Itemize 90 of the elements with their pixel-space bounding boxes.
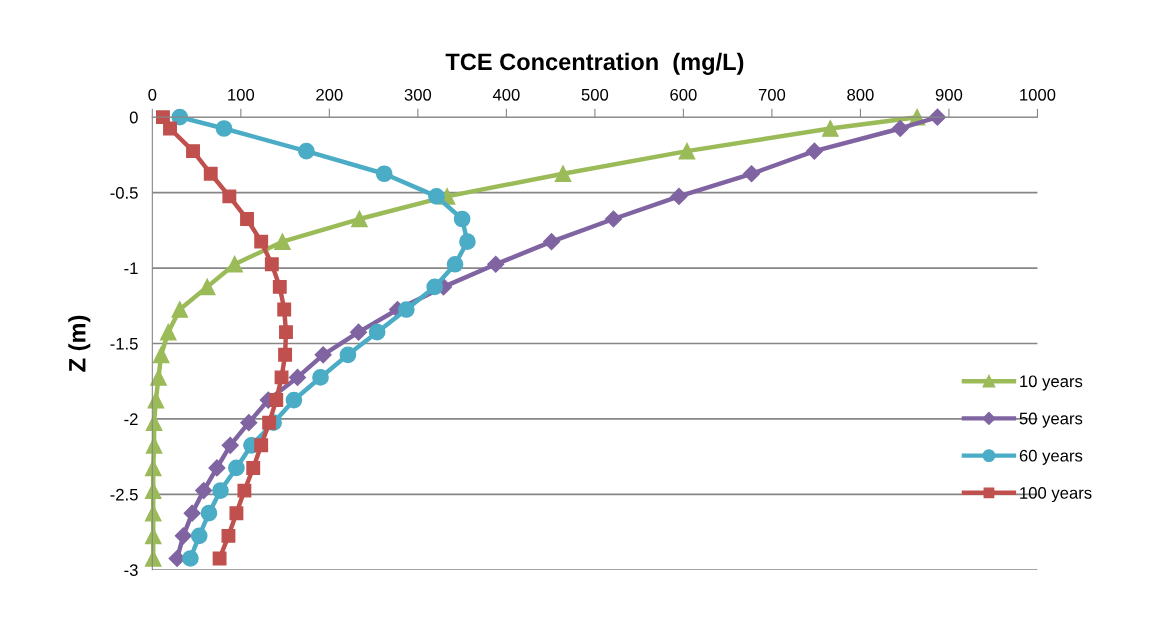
point xyxy=(274,233,291,250)
point xyxy=(171,301,189,318)
point xyxy=(221,436,239,454)
point xyxy=(222,189,237,204)
x-tick-label: 900 xyxy=(935,88,963,101)
x-tick-label: 500 xyxy=(581,88,609,101)
point xyxy=(368,323,386,341)
point xyxy=(375,165,393,183)
point xyxy=(264,257,279,272)
x-tick-label: 0 xyxy=(148,88,157,101)
point xyxy=(182,550,199,567)
y-tick-label: -1 xyxy=(124,262,138,275)
point xyxy=(426,278,444,296)
point xyxy=(339,346,357,364)
point xyxy=(152,346,170,364)
point xyxy=(428,188,445,205)
legend-label: 60 years xyxy=(1019,449,1083,465)
point xyxy=(190,527,208,545)
point xyxy=(398,301,415,318)
point xyxy=(285,391,303,409)
point xyxy=(670,187,688,205)
x-tick-label: 400 xyxy=(492,88,520,101)
point xyxy=(237,483,252,498)
point xyxy=(226,255,243,273)
point xyxy=(183,504,201,522)
y-tick-label: -3 xyxy=(124,564,138,576)
point xyxy=(212,551,227,566)
point xyxy=(159,323,177,341)
x-tick-label: 100 xyxy=(228,88,255,101)
point xyxy=(821,120,839,137)
y-tick-label: -2.5 xyxy=(110,488,138,501)
point xyxy=(198,278,216,296)
point xyxy=(446,255,464,273)
x-tick-label: 1000 xyxy=(1020,88,1056,101)
legend-label: 10 years xyxy=(1020,375,1083,391)
point xyxy=(542,233,561,251)
point xyxy=(891,119,909,138)
point xyxy=(254,234,269,249)
x-tick-label: 800 xyxy=(847,88,874,101)
point xyxy=(229,506,244,521)
point xyxy=(262,415,277,430)
point xyxy=(350,323,368,341)
point xyxy=(203,166,218,181)
point xyxy=(274,370,289,385)
point xyxy=(150,369,167,386)
y-tick-label: 0 xyxy=(129,111,138,124)
x-tick-label: 700 xyxy=(758,88,786,101)
x-tick-label: 300 xyxy=(404,88,432,101)
point xyxy=(272,279,287,294)
chart-title: TCE Concentration (mg/L) xyxy=(445,52,744,75)
y-axis-title: Z (m) xyxy=(68,315,91,372)
point xyxy=(186,144,200,159)
legend-label: 50 years xyxy=(1019,412,1083,428)
point xyxy=(200,504,218,522)
point xyxy=(604,210,623,228)
x-tick-label: 200 xyxy=(316,88,343,101)
point xyxy=(312,369,329,386)
point xyxy=(208,459,226,477)
point xyxy=(277,302,292,317)
point xyxy=(246,460,261,475)
legend-label: 100 years xyxy=(1020,487,1092,503)
point xyxy=(278,347,293,362)
point xyxy=(459,233,476,250)
point xyxy=(678,142,696,160)
point xyxy=(195,482,213,500)
point xyxy=(453,210,471,228)
point xyxy=(487,255,505,273)
point xyxy=(163,121,177,136)
y-tick-label: -2 xyxy=(124,413,138,425)
point xyxy=(254,438,269,453)
point xyxy=(314,346,332,364)
point xyxy=(743,165,761,183)
y-tick-label: -1.5 xyxy=(110,338,138,350)
point xyxy=(240,414,258,432)
point xyxy=(351,210,368,228)
y-tick-label: -0.5 xyxy=(110,187,138,199)
point xyxy=(240,212,254,226)
x-tick-label: 600 xyxy=(670,88,697,101)
point xyxy=(298,142,315,160)
point xyxy=(228,459,245,477)
point xyxy=(221,528,236,543)
point xyxy=(554,165,572,183)
point xyxy=(288,368,307,386)
point xyxy=(269,393,284,408)
point xyxy=(279,325,293,340)
point xyxy=(805,142,823,160)
point xyxy=(215,120,233,137)
point xyxy=(212,482,229,499)
point xyxy=(928,108,946,126)
point xyxy=(174,527,192,545)
